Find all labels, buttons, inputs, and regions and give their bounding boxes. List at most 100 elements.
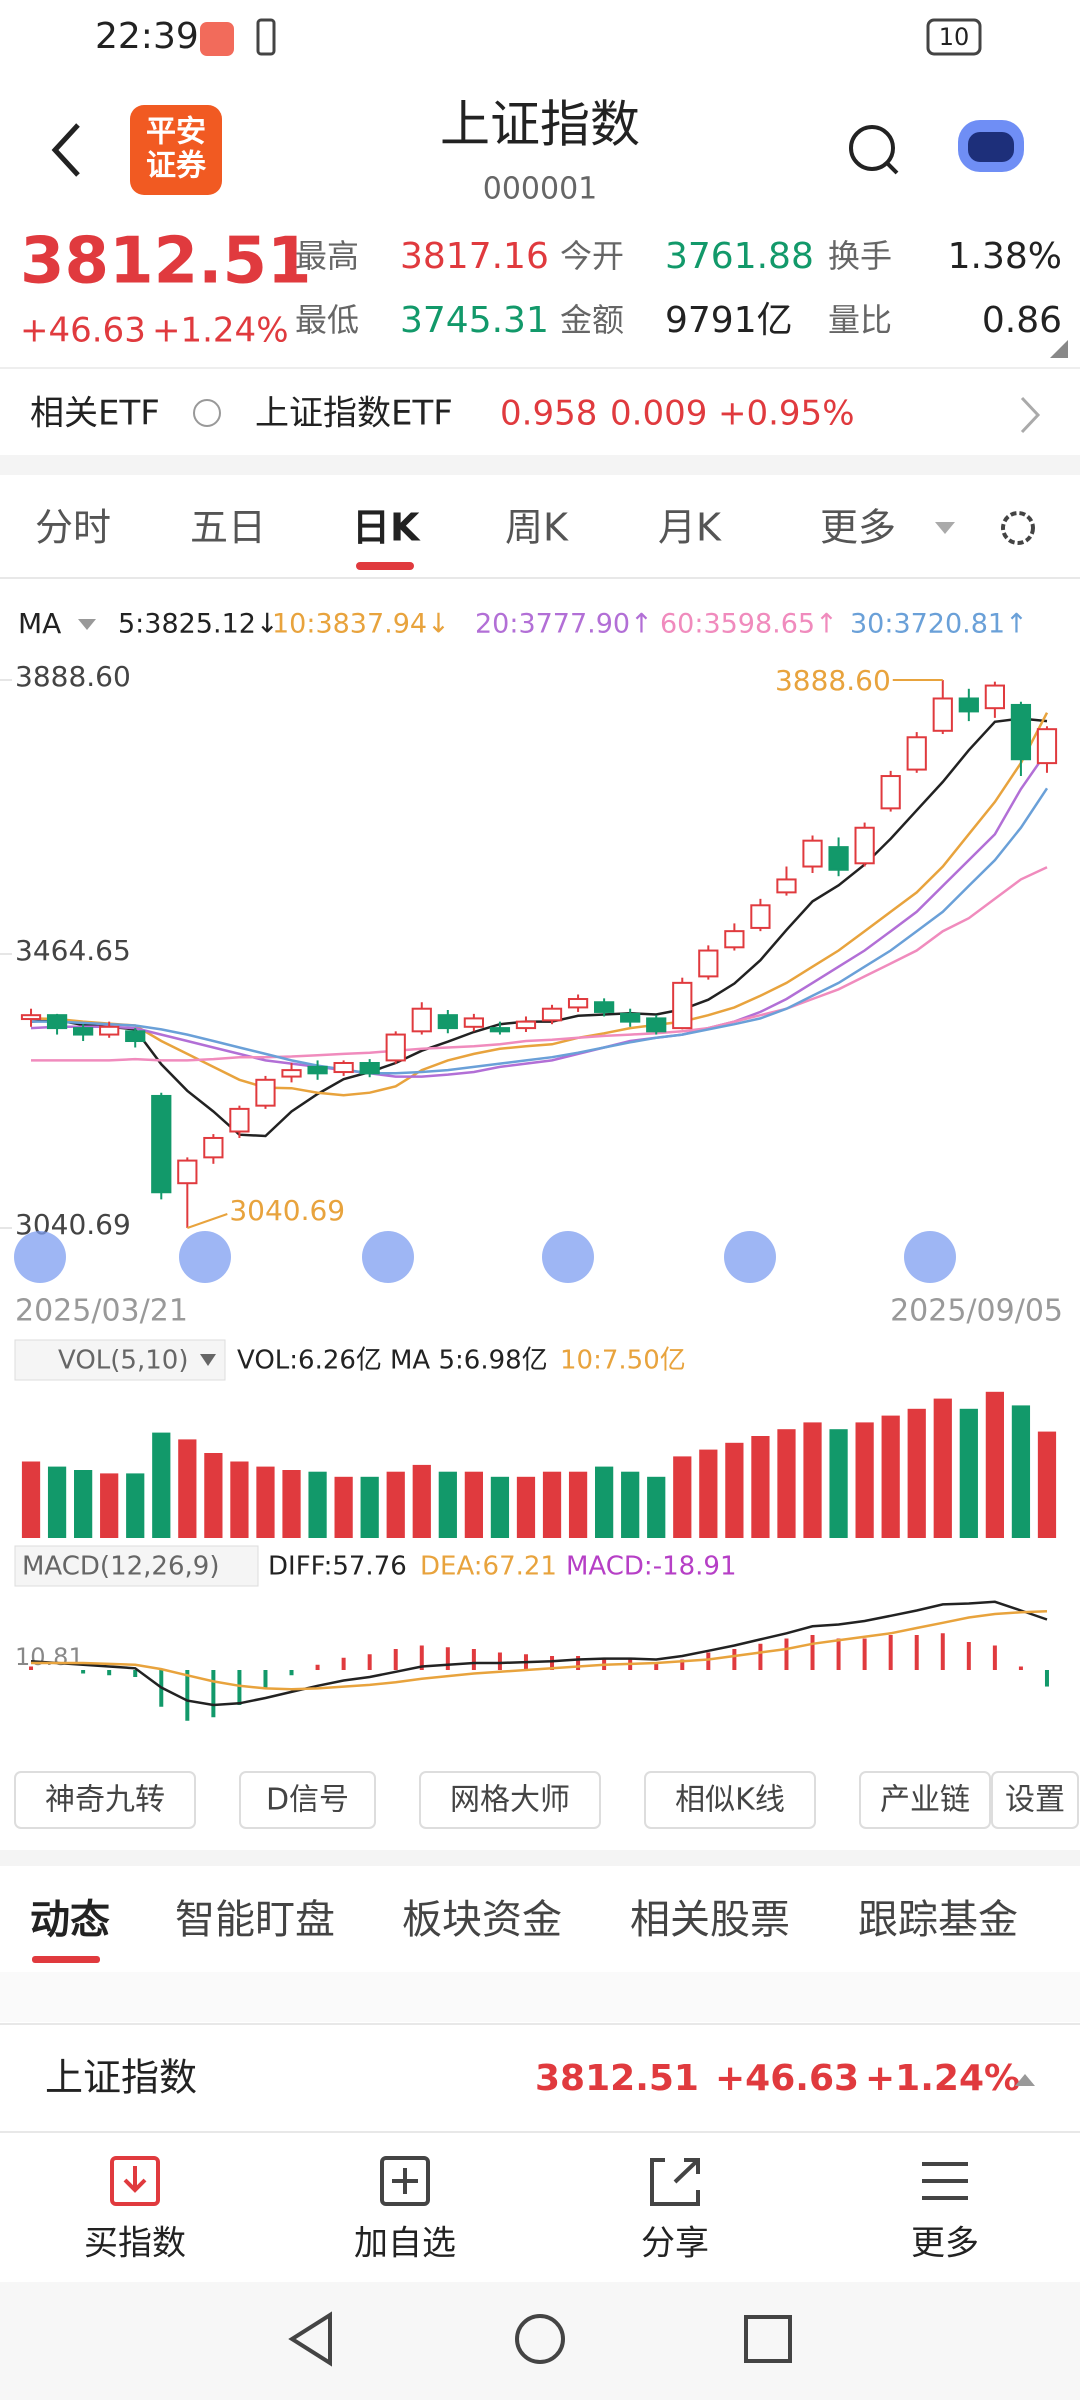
etf-arrow[interactable]	[1020, 396, 1041, 434]
search-button[interactable]	[849, 125, 895, 171]
tool-label: 产业链	[880, 1783, 970, 1818]
candle-body	[20, 1014, 42, 1021]
period-tab[interactable]: 更多	[820, 506, 896, 550]
chart-control[interactable]	[362, 1231, 414, 1283]
info-icon[interactable]	[193, 399, 221, 427]
vol-bar	[178, 1439, 197, 1538]
tool-button[interactable]	[859, 1771, 991, 1829]
toolbar: 买指数 加自选 分享 更多	[84, 2224, 979, 2264]
candle-body	[906, 736, 927, 771]
candle-body	[203, 1136, 224, 1159]
vol-title: VOL(5,10)	[58, 1346, 188, 1376]
toolbar-label[interactable]: 更多	[911, 2224, 979, 2264]
tool-label: 神奇九转	[45, 1783, 165, 1818]
vol-bar	[933, 1398, 952, 1538]
tool-button[interactable]	[419, 1771, 601, 1829]
vol-selector[interactable]	[14, 1339, 226, 1381]
candle-body	[724, 930, 745, 949]
tool-label: D信号	[266, 1783, 349, 1818]
tab-underline	[356, 562, 414, 570]
news-tab[interactable]: 相关股票	[630, 1897, 790, 1943]
back-button[interactable]	[51, 123, 80, 177]
ma-legend: 10:3837.94↓	[272, 609, 450, 640]
more-arrow[interactable]	[935, 522, 955, 534]
chart-control[interactable]	[179, 1231, 231, 1283]
macd-selector[interactable]	[14, 1545, 259, 1587]
tool-button[interactable]	[14, 1771, 196, 1829]
tool-button[interactable]	[239, 1771, 376, 1829]
candle-body	[541, 1007, 563, 1022]
quote-label: 量比	[828, 301, 892, 339]
vol-bar	[803, 1422, 822, 1538]
low-label: 3040.69	[229, 1194, 345, 1227]
tool-buttons: 神奇九转 D信号 网格大师 相似K线 产业链 设置	[14, 1771, 1079, 1829]
battery	[926, 18, 982, 56]
status-time: 22:39	[95, 16, 199, 57]
tab-underline	[32, 1956, 100, 1963]
ma-dropdown[interactable]	[78, 619, 96, 630]
period-tab[interactable]: 分时	[35, 506, 111, 550]
period-tab[interactable]: 五日	[190, 506, 266, 550]
etf-pct: +0.95%	[718, 394, 855, 434]
toolbar-label[interactable]: 分享	[641, 2224, 709, 2264]
toolbar-label[interactable]: 加自选	[354, 2224, 456, 2264]
y-tick-label: 3888.60	[15, 660, 131, 693]
ma-legend: 5:3825.12↓	[118, 609, 279, 640]
settings-icon[interactable]	[1001, 511, 1035, 545]
vol-bar	[985, 1391, 1004, 1538]
tool-button[interactable]	[991, 1771, 1079, 1829]
news-tab[interactable]: 跟踪基金	[858, 1897, 1018, 1943]
vol-bar	[282, 1470, 301, 1538]
candle-body	[594, 1001, 615, 1013]
nav-back[interactable]	[288, 2311, 332, 2367]
chart-control[interactable]	[724, 1231, 776, 1283]
logo-text: 证券	[146, 149, 207, 184]
battery-level: 10	[939, 23, 970, 51]
vol-bar	[621, 1471, 640, 1538]
period-tab[interactable]: 月K	[658, 506, 722, 550]
vol-bar	[386, 1471, 405, 1538]
chart-control[interactable]	[14, 1231, 66, 1283]
logo[interactable]	[130, 105, 222, 195]
candle-body	[307, 1065, 328, 1075]
etf-name[interactable]: 上证指数ETF	[255, 394, 453, 434]
tool-label: 相似K线	[675, 1783, 785, 1818]
period-tab[interactable]: 日K	[352, 506, 421, 550]
toolbar-label[interactable]: 买指数	[84, 2224, 186, 2264]
logo-text: 平安	[146, 115, 206, 150]
candle-body	[958, 697, 979, 713]
vol-bar	[21, 1461, 41, 1538]
chart-control[interactable]	[542, 1231, 594, 1283]
assistant-face	[968, 132, 1014, 162]
news-tab[interactable]: 动态	[30, 1897, 110, 1943]
tool-button[interactable]	[644, 1771, 816, 1829]
chart-control[interactable]	[904, 1231, 956, 1283]
vol-bar	[230, 1461, 249, 1538]
macd-axis-label: 10.81	[15, 1643, 84, 1671]
quote-label: 今开	[560, 237, 624, 275]
vol-legend: MA 5:6.98亿	[390, 1346, 548, 1376]
candle-body	[46, 1014, 68, 1030]
news-tab[interactable]: 智能盯盘	[175, 1897, 335, 1943]
status-icon	[256, 18, 276, 56]
quote-label: 最低	[295, 301, 359, 339]
period-tab[interactable]: 周K	[505, 506, 569, 550]
more-icon	[922, 2162, 968, 2200]
nav-recent[interactable]	[744, 2315, 792, 2363]
candle-body	[854, 826, 875, 865]
vol-bar	[777, 1429, 796, 1538]
buy-icon	[123, 2166, 147, 2193]
etf-price: 0.958	[500, 394, 597, 434]
ma-line	[30, 717, 1048, 1138]
vol-bar	[595, 1466, 614, 1538]
news-tabs: 动态 智能盯盘 板块资金 相关股票 跟踪基金	[30, 1897, 1018, 1943]
nav-home[interactable]	[515, 2314, 565, 2364]
low-pointer	[186, 1213, 228, 1229]
news-tab[interactable]: 板块资金	[402, 1897, 562, 1943]
expand-arrow[interactable]	[1015, 2074, 1035, 2086]
vol-bar	[47, 1466, 67, 1538]
candle-body	[463, 1017, 484, 1028]
vol-bar	[725, 1442, 744, 1538]
candle-body	[489, 1027, 511, 1033]
vol-bar	[412, 1464, 431, 1538]
